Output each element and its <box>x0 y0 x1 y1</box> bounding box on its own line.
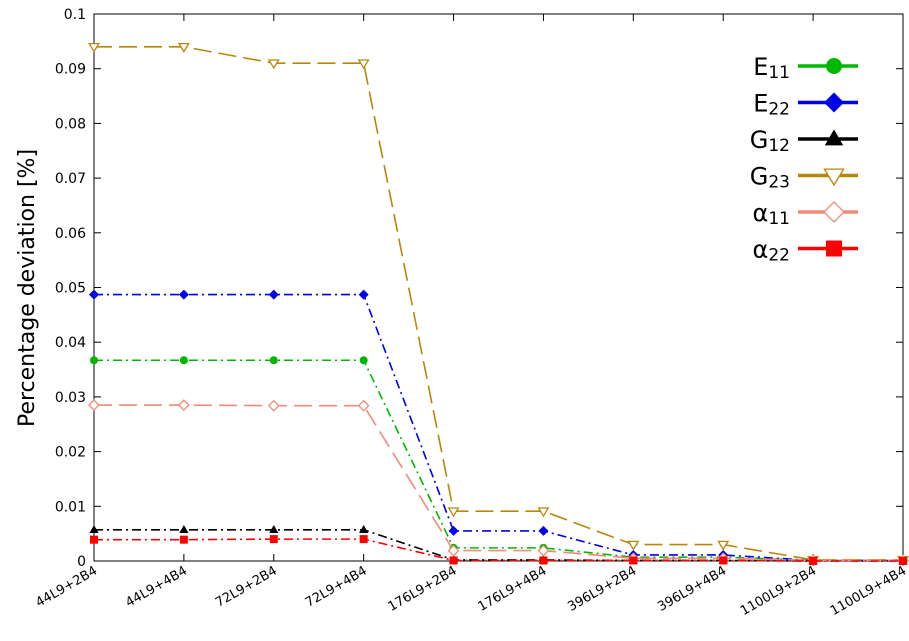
data-point <box>269 525 279 534</box>
series-α22 <box>90 535 907 565</box>
y-tick-label: 0.02 <box>55 445 86 461</box>
x-tick-label: 44L9+2B4 <box>33 563 100 610</box>
data-point <box>267 59 280 70</box>
series-G23 <box>88 42 909 566</box>
data-point <box>90 356 98 365</box>
series-line <box>94 46 903 561</box>
data-point <box>178 289 189 300</box>
legend: E11 E22 G12 G23 α11 α22 <box>750 53 858 266</box>
y-tick-label: 0.05 <box>55 281 86 297</box>
y-axis: 0 0.01 0.02 0.03 0.04 0.05 0.06 0.07 0.08 0.09 0.1 <box>55 7 903 570</box>
series-line <box>94 404 903 562</box>
series-line <box>94 293 903 562</box>
x-tick-label: 176L9+2B4 <box>386 563 460 614</box>
legend-item: E22 <box>753 90 858 120</box>
legend-label: α22 <box>753 236 790 266</box>
series-line <box>94 529 903 562</box>
data-point <box>89 525 99 534</box>
data-point <box>88 399 100 412</box>
x-tick-label: 396L9+4B4 <box>655 563 729 614</box>
x-tick-label: 72L9+4B4 <box>303 563 370 610</box>
x-tick-label: 176L9+4B4 <box>476 563 550 614</box>
legend-item: E11 <box>753 53 858 83</box>
y-tick-label: 0.06 <box>55 226 86 242</box>
data-point <box>88 42 100 53</box>
data-point <box>719 556 728 565</box>
x-tick-label: 72L9+2B4 <box>213 563 280 610</box>
data-point <box>447 544 460 557</box>
legend-item: α22 <box>753 236 858 266</box>
data-point <box>177 42 190 53</box>
legend-marker <box>826 58 842 74</box>
series-α11 <box>88 399 909 567</box>
data-point <box>359 525 369 534</box>
data-point <box>359 356 368 365</box>
data-point <box>269 535 278 544</box>
data-point <box>358 289 369 300</box>
legend-marker <box>826 240 842 257</box>
x-tick-label: 1100L9+4B4 <box>828 563 909 618</box>
data-point <box>89 289 99 300</box>
legend-item: α11 <box>753 199 858 229</box>
data-point <box>537 507 550 518</box>
data-point <box>449 556 458 565</box>
series-line <box>94 538 903 562</box>
x-tick-label: 44L9+4B4 <box>123 563 190 610</box>
series-E11 <box>90 356 907 565</box>
legend-marker <box>823 201 845 223</box>
data-point <box>268 289 279 300</box>
data-point <box>538 525 549 536</box>
data-point <box>448 525 459 536</box>
y-axis-label: Percentage deviation [%] <box>15 149 40 427</box>
data-point <box>90 535 98 544</box>
legend-label: G23 <box>750 163 790 193</box>
legend-marker <box>823 168 845 187</box>
legend-label: α11 <box>753 199 790 229</box>
data-point <box>539 556 548 565</box>
plot-frame <box>93 13 904 562</box>
y-tick-label: 0 <box>77 554 86 570</box>
legend-marker <box>824 129 844 146</box>
legend-label: E22 <box>753 90 790 120</box>
data-point <box>359 535 368 544</box>
legend-label: G12 <box>750 126 790 156</box>
y-tick-label: 0.1 <box>64 7 86 23</box>
legend-item: G23 <box>750 163 858 193</box>
legend-label: E11 <box>753 53 790 83</box>
legend-item: G12 <box>750 126 858 156</box>
legend-marker <box>824 92 844 113</box>
y-tick-label: 0.01 <box>55 499 86 515</box>
y-tick-label: 0.07 <box>55 171 86 187</box>
data-point <box>179 535 188 544</box>
y-tick-label: 0.09 <box>55 62 86 78</box>
data-point <box>629 556 638 565</box>
data-point <box>179 356 188 365</box>
data-point <box>809 557 818 565</box>
y-tick-label: 0.08 <box>55 116 86 132</box>
data-point <box>179 525 189 534</box>
y-tick-label: 0.03 <box>55 390 86 406</box>
data-point <box>537 544 550 557</box>
data-point <box>177 399 190 412</box>
data-point <box>269 356 278 365</box>
x-tick-label: 1100L9+2B4 <box>738 563 819 618</box>
data-point <box>357 59 370 70</box>
data-point <box>627 540 640 551</box>
data-point <box>267 399 280 412</box>
series-E22 <box>89 289 908 566</box>
data-point <box>717 540 730 551</box>
data-point <box>899 557 907 565</box>
series-layer <box>88 42 909 567</box>
x-tick-label: 396L9+2B4 <box>565 563 639 614</box>
data-point <box>447 507 460 518</box>
data-point <box>357 399 370 412</box>
y-tick-label: 0.04 <box>55 335 86 351</box>
